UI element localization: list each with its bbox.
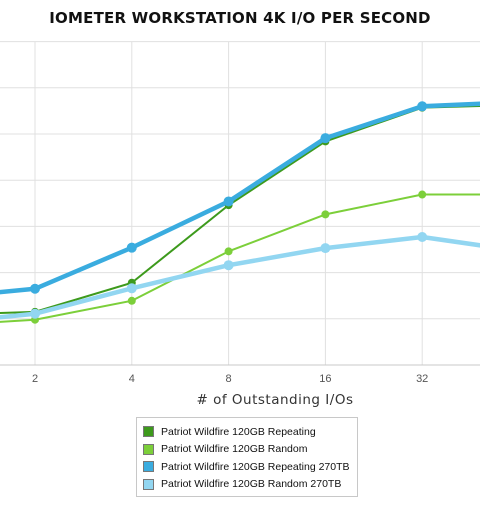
legend-label: Patriot Wildfire 120GB Random 270TB — [161, 478, 342, 491]
x-tick-label: 32 — [416, 373, 428, 385]
x-tick-label: 16 — [319, 373, 331, 385]
legend-swatch — [143, 443, 154, 455]
legend-swatch — [143, 461, 154, 473]
legend-swatch — [143, 478, 154, 490]
x-axis-label: # of Outstanding I/Os — [197, 392, 354, 408]
series-1 — [0, 103, 480, 316]
grid-lines — [0, 41, 480, 366]
data-point — [127, 296, 136, 305]
x-tick-labels: 2 4 8 16 32 — [32, 373, 428, 385]
series-line — [0, 234, 480, 320]
data-point — [30, 283, 40, 294]
legend-label: Patriot Wildfire 120GB Repeating 270TB — [161, 460, 350, 473]
data-point — [126, 242, 137, 253]
data-point — [418, 190, 427, 199]
data-point — [321, 210, 330, 219]
x-tick-label: 4 — [129, 373, 135, 385]
data-point — [223, 196, 234, 207]
data-point — [224, 247, 233, 256]
legend-item: Patriot Wildfire 120GB Random 270TB — [143, 476, 351, 494]
series-3 — [0, 101, 480, 295]
data-point — [126, 283, 137, 294]
legend-swatch — [143, 426, 154, 438]
legend-item: Patriot Wildfire 120GB Random — [143, 441, 351, 459]
legend: Patriot Wildfire 120GB Repeating Patriot … — [136, 417, 358, 497]
data-point — [417, 232, 428, 243]
series-lines — [0, 101, 480, 324]
data-point — [320, 133, 331, 144]
legend-label: Patriot Wildfire 120GB Repeating — [161, 425, 316, 438]
series-line — [0, 105, 480, 315]
data-point — [320, 243, 331, 254]
series-2 — [0, 190, 480, 324]
x-tick-label: 8 — [226, 373, 232, 385]
series-line — [0, 101, 480, 295]
data-point — [417, 101, 428, 112]
chart-title: IOMETER WORKSTATION 4K I/O PER SECOND — [49, 9, 431, 27]
data-point — [30, 308, 40, 319]
x-tick-label: 2 — [32, 373, 38, 385]
legend-item: Patriot Wildfire 120GB Repeating — [143, 423, 351, 441]
legend-label: Patriot Wildfire 120GB Random — [161, 443, 308, 456]
data-point — [223, 260, 234, 271]
series-4 — [0, 232, 480, 320]
legend-item: Patriot Wildfire 120GB Repeating 270TB — [143, 458, 351, 476]
